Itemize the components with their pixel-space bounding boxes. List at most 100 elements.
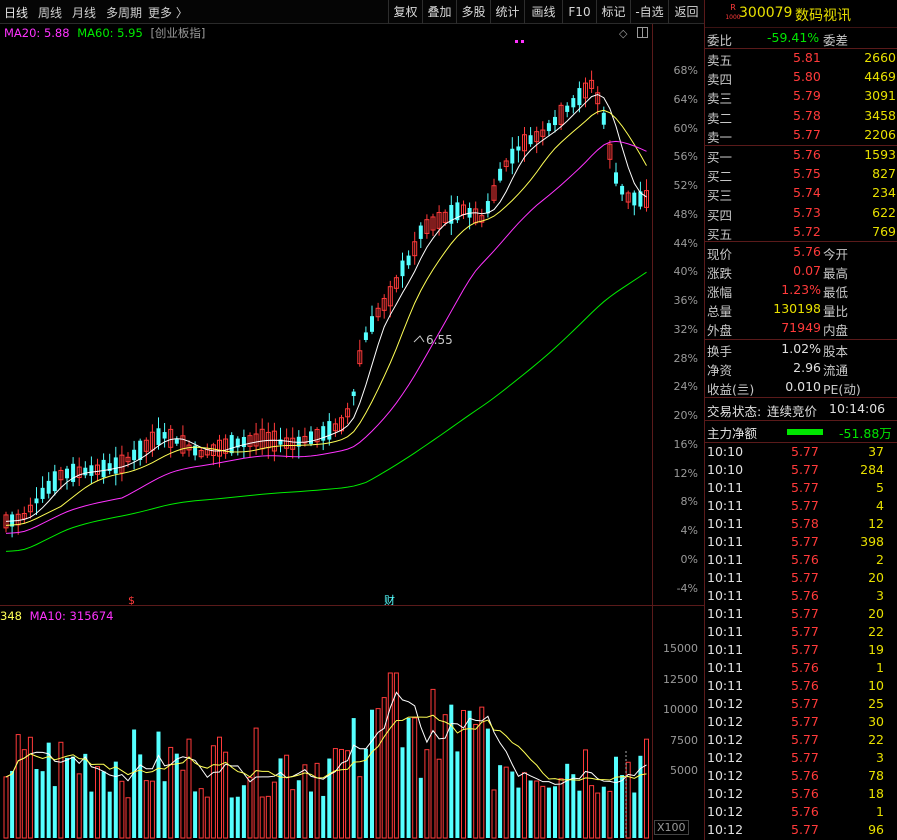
volume-bar-up <box>339 748 344 839</box>
tick-row[interactable]: 10:11 5.76 10 <box>707 678 884 693</box>
volume-bar-down <box>278 758 283 838</box>
candle-down <box>193 445 198 456</box>
stat-row: 净资 2.96 流通 <box>707 360 849 378</box>
tick-row[interactable]: 10:12 5.76 18 <box>707 786 884 801</box>
tick-row[interactable]: 10:11 5.77 19 <box>707 642 884 657</box>
candle-down <box>162 432 167 439</box>
candlestick-chart[interactable]: 6.55 $ 财 <box>0 24 652 606</box>
ask-row[interactable]: 卖五 5.81 2660 <box>705 50 897 68</box>
tick-row[interactable]: 10:12 5.77 3 <box>707 750 884 765</box>
diamond-icon[interactable]: ◇ <box>619 27 628 40</box>
row-label: 买五 <box>707 226 733 242</box>
row-volume: 622 <box>872 204 896 220</box>
tick-row[interactable]: 10:10 5.77 284 <box>707 462 884 477</box>
collapse-icon[interactable] <box>637 27 648 38</box>
tick-row[interactable]: 10:11 5.76 3 <box>707 588 884 603</box>
mark-button[interactable]: 标记 <box>596 0 630 24</box>
tick-row[interactable]: 10:11 5.76 2 <box>707 552 884 567</box>
tick-row[interactable]: 10:11 5.77 20 <box>707 570 884 585</box>
bid-row[interactable]: 买四 5.73 622 <box>705 205 897 223</box>
multi-stock-button[interactable]: 多股 <box>456 0 490 24</box>
volume-axis-tick: 10000 <box>663 703 698 716</box>
volume-bar-down <box>418 777 423 838</box>
main-flow-row: 主力净额 -51.88万 <box>707 426 892 441</box>
volume-bar-up <box>607 790 613 839</box>
row-label: 买一 <box>707 150 733 165</box>
row-value: 5.73 <box>793 204 821 220</box>
index-overlay-tag[interactable]: [创业板指] <box>150 26 206 40</box>
restore-rights-button[interactable]: 复权 <box>388 0 422 24</box>
candle-up <box>271 430 277 452</box>
tick-row[interactable]: 10:11 5.77 398 <box>707 534 884 549</box>
tick-row[interactable]: 10:12 5.77 22 <box>707 732 884 747</box>
candle-up <box>339 417 344 432</box>
volume-bar-up <box>259 796 265 839</box>
vol-ma10-label: MA10: 315674 <box>29 609 114 623</box>
volume-bar-up <box>125 797 131 839</box>
add-favorite-button[interactable]: -自选 <box>630 0 668 24</box>
tab-daily[interactable]: 日线 <box>4 6 29 20</box>
candle-down <box>174 439 179 444</box>
candle-up <box>583 82 588 99</box>
candle-down <box>614 172 618 184</box>
candle-down <box>235 438 240 448</box>
back-button[interactable]: 返回 <box>668 0 704 24</box>
volume-bar-up <box>461 709 466 839</box>
tick-row[interactable]: 10:11 5.77 20 <box>707 606 884 621</box>
candle-down <box>516 146 521 151</box>
candle-up <box>345 408 351 418</box>
stat-row: 涨幅 1.23% 最低 <box>707 282 849 300</box>
bid-row[interactable]: 买一 5.76 1593 <box>705 147 897 165</box>
ask-row[interactable]: 卖一 5.77 2206 <box>705 127 897 145</box>
candle-up <box>76 466 82 478</box>
volume-bar-down <box>510 771 515 838</box>
tab-weekly[interactable]: 周线 <box>38 6 63 20</box>
tick-row[interactable]: 10:11 5.77 22 <box>707 624 884 639</box>
volume-bar-down <box>571 774 576 838</box>
volume-bar-down <box>553 786 557 838</box>
tab-more[interactable]: 更多 〉 <box>148 6 188 20</box>
bid-row[interactable]: 买三 5.74 234 <box>705 185 897 203</box>
ask-row[interactable]: 卖二 5.78 3458 <box>705 108 897 126</box>
ask-row[interactable]: 卖四 5.80 4469 <box>705 69 897 87</box>
ma20-line <box>5 140 647 534</box>
candle-down <box>449 204 454 224</box>
tab-multi-period[interactable]: 多周期 <box>106 6 143 20</box>
tick-row[interactable]: 10:11 5.77 4 <box>707 498 884 513</box>
volume-bar-up <box>534 780 540 839</box>
tick-row[interactable]: 10:12 5.77 25 <box>707 696 884 711</box>
stat-row: 收益(亖) 0.010 PE(动) <box>707 379 861 397</box>
tick-row[interactable]: 10:12 5.76 78 <box>707 768 884 783</box>
candle-up <box>27 504 33 513</box>
panel-divider <box>0 605 704 606</box>
overlay-button[interactable]: 叠加 <box>422 0 456 24</box>
bid-row[interactable]: 买五 5.72 769 <box>705 224 897 242</box>
candle-down <box>278 439 283 445</box>
volume-bar-up <box>381 697 387 839</box>
f10-button[interactable]: F10 <box>562 0 596 24</box>
stat-row: 外盘 71949 内盘 <box>707 320 849 338</box>
tick-row[interactable]: 10:12 5.76 1 <box>707 804 884 819</box>
draw-line-button[interactable]: 画线 <box>524 0 562 24</box>
candle-up <box>430 216 436 231</box>
price-axis-tick: 44% <box>673 236 698 250</box>
row-value: 5.74 <box>793 185 821 201</box>
ask-row[interactable]: 卖三 5.79 3091 <box>705 88 897 106</box>
tick-row[interactable]: 10:12 5.77 96 <box>707 822 884 837</box>
candle-up <box>21 513 27 520</box>
main-flow-bar <box>787 429 823 435</box>
bid-row[interactable]: 买二 5.75 827 <box>705 166 897 184</box>
tick-row[interactable]: 10:10 5.77 37 <box>707 444 884 459</box>
tick-row[interactable]: 10:12 5.77 30 <box>707 714 884 729</box>
volume-bar-down <box>52 786 57 838</box>
tab-monthly[interactable]: 月线 <box>72 6 97 20</box>
tick-row[interactable]: 10:11 5.76 1 <box>707 660 884 675</box>
volume-chart[interactable] <box>0 606 652 840</box>
tick-row[interactable]: 10:11 5.78 12 <box>707 516 884 531</box>
candle-down <box>132 449 137 461</box>
candle-down <box>89 465 94 476</box>
statistics-button[interactable]: 统计 <box>490 0 524 24</box>
price-axis-tick: 56% <box>673 150 698 164</box>
price-axis-tick: 32% <box>673 322 698 336</box>
tick-row[interactable]: 10:11 5.77 5 <box>707 480 884 495</box>
